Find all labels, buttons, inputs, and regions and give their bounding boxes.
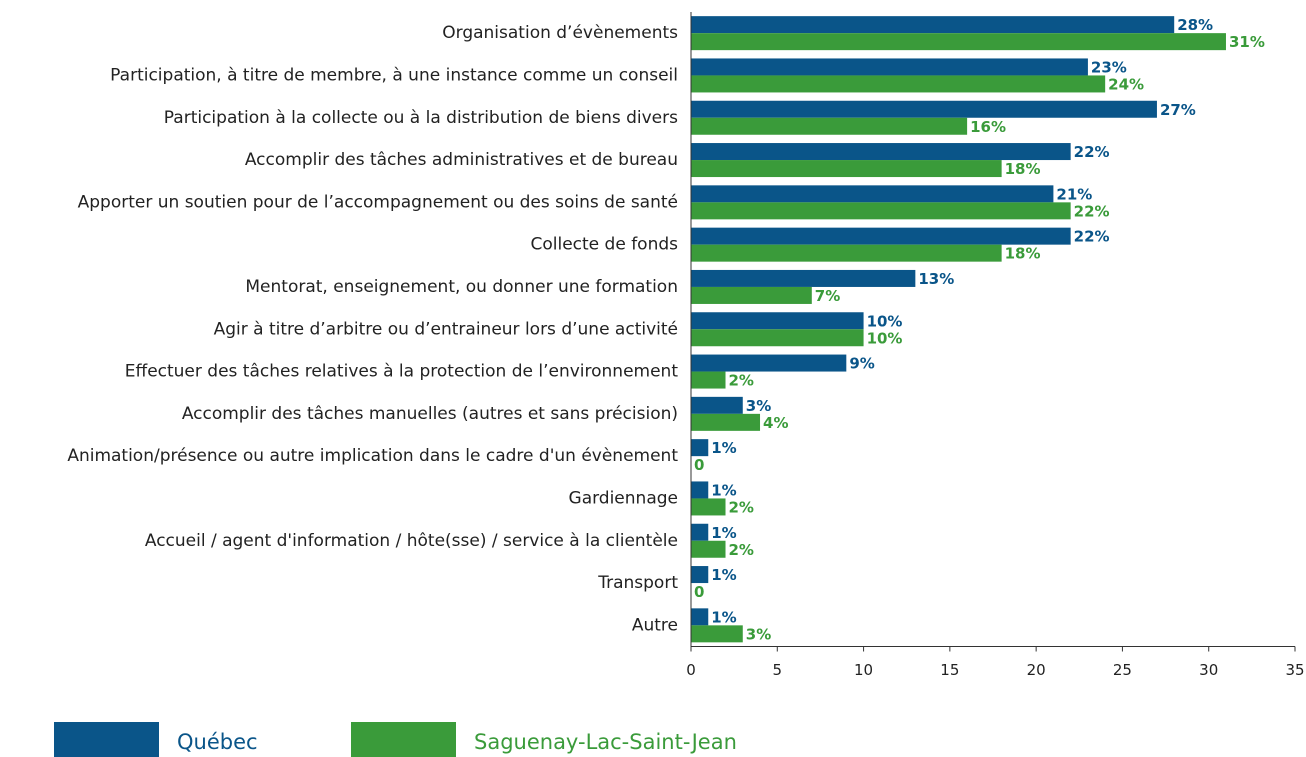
bar <box>691 100 1157 118</box>
bar <box>691 396 743 414</box>
bar <box>691 58 1088 76</box>
value-label: 13% <box>918 270 954 288</box>
bar <box>691 523 709 541</box>
x-tick-label: 15 <box>940 661 959 679</box>
bar <box>691 566 709 584</box>
bar <box>691 312 864 330</box>
bar <box>691 413 761 431</box>
category-label: Transport <box>597 573 678 593</box>
value-label: 16% <box>970 118 1006 136</box>
bar <box>691 16 1175 34</box>
value-label: 18% <box>1005 160 1041 178</box>
value-label: 10% <box>867 312 903 330</box>
value-label: 9% <box>849 355 874 373</box>
bar <box>691 202 1071 220</box>
value-label: 0 <box>694 583 704 601</box>
value-label: 22% <box>1074 143 1110 161</box>
value-label: 3% <box>746 397 771 415</box>
value-label: 23% <box>1091 58 1127 76</box>
value-label: 24% <box>1108 75 1144 93</box>
value-label: 22% <box>1074 228 1110 246</box>
value-label: 31% <box>1229 33 1265 51</box>
category-label: Animation/présence ou autre implication … <box>67 446 678 466</box>
value-label: 27% <box>1160 101 1196 119</box>
value-label: 1% <box>711 524 736 542</box>
value-label: 22% <box>1074 202 1110 220</box>
x-tick-label: 20 <box>1027 661 1046 679</box>
category-label: Gardiennage <box>569 488 678 508</box>
bar <box>691 625 743 643</box>
legend-swatch <box>351 722 456 757</box>
x-tick-label: 0 <box>686 661 696 679</box>
bar <box>691 33 1226 51</box>
x-tick-label: 35 <box>1285 661 1304 679</box>
category-label: Participation à la collecte ou à la dist… <box>164 108 678 128</box>
legend-label: Saguenay-Lac-Saint-Jean <box>474 730 737 754</box>
category-label: Accomplir des tâches administratives et … <box>245 150 678 170</box>
bar <box>691 75 1106 93</box>
bar <box>691 329 864 347</box>
x-tick-label: 25 <box>1113 661 1132 679</box>
value-label: 4% <box>763 414 788 432</box>
value-label: 1% <box>711 439 736 457</box>
bar <box>691 269 916 287</box>
bar <box>691 498 726 516</box>
bar <box>691 371 726 389</box>
bar <box>691 286 812 304</box>
category-label: Accomplir des tâches manuelles (autres e… <box>182 404 678 424</box>
value-label: 2% <box>729 372 754 390</box>
bar <box>691 354 847 372</box>
category-label: Effectuer des tâches relatives à la prot… <box>125 362 679 382</box>
bar <box>691 143 1071 161</box>
bar <box>691 540 726 558</box>
x-tick-label: 10 <box>854 661 873 679</box>
bar <box>691 227 1071 245</box>
x-tick-label: 5 <box>773 661 783 679</box>
value-label: 2% <box>729 541 754 559</box>
legend-swatch <box>54 722 159 757</box>
category-label: Accueil / agent d'information / hôte(sse… <box>145 531 678 551</box>
value-label: 1% <box>711 566 736 584</box>
value-label: 28% <box>1177 16 1213 34</box>
bar <box>691 481 709 499</box>
value-label: 1% <box>711 608 736 626</box>
category-label: Organisation d’évènements <box>442 23 678 43</box>
value-label: 7% <box>815 287 840 305</box>
value-label: 21% <box>1056 185 1092 203</box>
bar <box>691 244 1002 262</box>
value-label: 0 <box>694 456 704 474</box>
legend-label: Québec <box>177 730 258 754</box>
value-label: 1% <box>711 481 736 499</box>
bar <box>691 608 709 626</box>
category-label: Autre <box>632 615 678 635</box>
x-tick-label: 30 <box>1199 661 1218 679</box>
value-label: 18% <box>1005 245 1041 263</box>
bar <box>691 160 1002 178</box>
category-label: Mentorat, enseignement, ou donner une fo… <box>245 277 678 297</box>
bar <box>691 117 968 135</box>
category-label: Collecte de fonds <box>530 235 678 255</box>
bar <box>691 439 709 457</box>
value-label: 10% <box>867 329 903 347</box>
category-label: Apporter un soutien pour de l’accompagne… <box>78 192 678 212</box>
category-label: Agir à titre d’arbitre ou d’entraineur l… <box>214 319 678 339</box>
value-label: 3% <box>746 625 771 643</box>
bar <box>691 185 1054 203</box>
value-label: 2% <box>729 498 754 516</box>
category-label: Participation, à titre de membre, à une … <box>110 65 678 85</box>
